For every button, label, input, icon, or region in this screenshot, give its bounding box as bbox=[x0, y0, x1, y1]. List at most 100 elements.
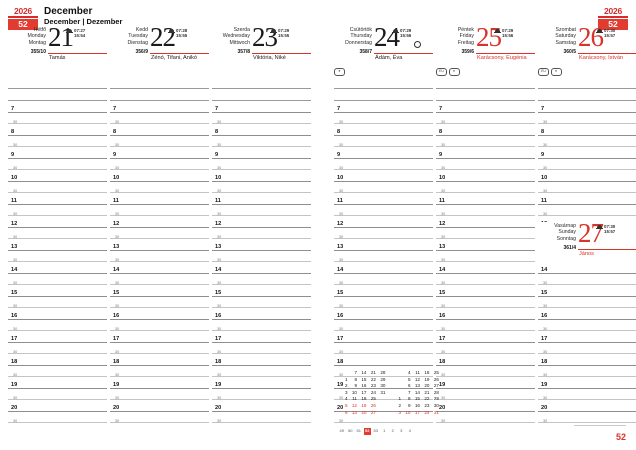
hour-row[interactable]: 10 bbox=[436, 170, 535, 182]
hour-row[interactable]: 10 bbox=[8, 170, 107, 182]
half-hour-row[interactable]: 30 bbox=[110, 343, 209, 354]
hour-row[interactable]: 15 bbox=[212, 285, 311, 297]
day-flags[interactable]: EU ● bbox=[436, 68, 461, 76]
half-hour-row[interactable]: 30 bbox=[212, 343, 311, 354]
hour-row[interactable]: 17 bbox=[436, 331, 535, 343]
half-hour-row[interactable]: 30 bbox=[110, 251, 209, 262]
hour-row[interactable]: 10 bbox=[334, 170, 433, 182]
hour-row[interactable]: 11 bbox=[538, 193, 636, 205]
mini-calendar-day[interactable]: 12 bbox=[414, 376, 420, 382]
note-line[interactable] bbox=[436, 89, 535, 101]
hour-row[interactable]: 11 bbox=[334, 193, 433, 205]
half-hour-row[interactable]: 30 bbox=[334, 297, 433, 308]
half-hour-row[interactable]: 30 bbox=[436, 182, 535, 193]
half-hour-row[interactable]: 30 bbox=[110, 205, 209, 216]
note-line[interactable] bbox=[538, 76, 636, 89]
half-hour-row[interactable]: 30 bbox=[436, 366, 535, 377]
half-hour-row[interactable]: 30 bbox=[212, 412, 311, 423]
half-hour-row[interactable]: 30 bbox=[8, 182, 107, 193]
note-line[interactable] bbox=[212, 89, 311, 101]
mini-calendar-day[interactable]: 9 bbox=[407, 402, 411, 408]
hour-row[interactable]: 14 bbox=[110, 262, 209, 274]
half-hour-row[interactable]: 30 bbox=[110, 182, 209, 193]
half-hour-row[interactable]: 30 bbox=[8, 343, 107, 354]
mini-calendar-day[interactable]: 18 bbox=[424, 370, 430, 375]
mini-calendar-day[interactable]: 22 bbox=[424, 396, 430, 402]
mini-calendar-day[interactable]: 8 bbox=[407, 396, 411, 402]
hour-row[interactable]: 18 bbox=[212, 354, 311, 366]
half-hour-row[interactable]: 30 bbox=[538, 113, 636, 124]
half-hour-row[interactable]: 30 bbox=[436, 412, 535, 423]
hour-row[interactable]: 14 bbox=[334, 262, 433, 274]
hour-row[interactable]: 10 bbox=[110, 170, 209, 182]
hour-row[interactable]: 8 bbox=[110, 124, 209, 136]
mini-calendar-day[interactable]: 24 bbox=[424, 409, 430, 415]
hour-row[interactable]: 17 bbox=[212, 331, 311, 343]
hour-row[interactable]: 17 bbox=[538, 331, 636, 343]
half-hour-row[interactable]: 30 bbox=[436, 343, 535, 354]
mini-calendar-day[interactable]: 0 bbox=[376, 403, 386, 410]
half-hour-row[interactable]: 30 bbox=[8, 366, 107, 377]
hour-row[interactable]: 17 bbox=[334, 331, 433, 343]
mini-calendar-day[interactable]: 16 bbox=[414, 402, 420, 408]
hour-row[interactable]: 13 bbox=[110, 239, 209, 251]
hour-row[interactable]: 20 bbox=[212, 400, 311, 412]
mini-calendar-day[interactable]: 15 bbox=[361, 376, 367, 382]
half-hour-row[interactable]: 30 bbox=[334, 343, 433, 354]
half-hour-row[interactable]: 30 bbox=[110, 412, 209, 423]
half-hour-row[interactable]: 30 bbox=[110, 297, 209, 308]
half-hour-row[interactable]: 30 bbox=[8, 251, 107, 262]
half-hour-row[interactable]: 30 bbox=[334, 251, 433, 262]
hour-row[interactable]: 19 bbox=[538, 377, 636, 389]
note-line[interactable] bbox=[334, 89, 433, 101]
hour-row[interactable]: 10 bbox=[538, 170, 636, 182]
half-hour-row[interactable]: 30 bbox=[212, 251, 311, 262]
hour-row[interactable]: 20 bbox=[110, 400, 209, 412]
note-line[interactable] bbox=[8, 76, 107, 89]
mini-calendar-day[interactable]: 9 bbox=[354, 383, 357, 389]
mini-calendar-day[interactable]: 28 bbox=[433, 389, 439, 395]
mini-calendar-day[interactable]: 11 bbox=[415, 370, 420, 375]
mini-calendar-day[interactable]: 19 bbox=[361, 402, 367, 408]
day-flags[interactable]: ● bbox=[334, 68, 347, 76]
mini-calendar-day[interactable]: 19 bbox=[424, 376, 430, 382]
mini-calendar-day[interactable]: 6 bbox=[407, 383, 411, 389]
mini-calendar-day[interactable]: 0 bbox=[338, 370, 348, 377]
mini-calendar-day[interactable]: 10 bbox=[405, 409, 411, 415]
half-hour-row[interactable]: 30 bbox=[334, 205, 433, 216]
mini-calendar-day[interactable]: 3 bbox=[344, 389, 348, 395]
half-hour-row[interactable]: 30 bbox=[110, 159, 209, 170]
note-line[interactable] bbox=[110, 89, 209, 101]
hour-row[interactable]: 8 bbox=[538, 124, 636, 136]
mini-calendar-day[interactable]: 0 bbox=[392, 377, 402, 384]
mini-calendar-day[interactable]: 27 bbox=[433, 383, 439, 389]
hour-row[interactable]: 9 bbox=[538, 147, 636, 159]
mini-calendar-week-number[interactable]: 3 bbox=[400, 428, 403, 434]
half-hour-row[interactable]: 30 bbox=[538, 274, 636, 285]
hour-row[interactable]: 7 bbox=[212, 101, 311, 113]
hour-row[interactable]: 8 bbox=[8, 124, 107, 136]
hour-row[interactable]: 19 bbox=[110, 377, 209, 389]
half-hour-row[interactable]: 30 bbox=[8, 228, 107, 239]
half-hour-row[interactable]: 30 bbox=[8, 136, 107, 147]
half-hour-row[interactable]: 30 bbox=[538, 136, 636, 147]
hour-row[interactable]: 13 bbox=[436, 239, 535, 251]
mini-calendar-day[interactable]: 26 bbox=[370, 402, 376, 408]
mini-calendar-day[interactable]: 29 bbox=[433, 396, 439, 402]
hour-row[interactable]: 16 bbox=[334, 308, 433, 320]
hour-row[interactable]: 16 bbox=[538, 308, 636, 320]
half-hour-row[interactable]: 30 bbox=[436, 205, 535, 216]
hour-row[interactable]: 15 bbox=[334, 285, 433, 297]
half-hour-row[interactable]: 30 bbox=[212, 182, 311, 193]
half-hour-row[interactable]: 30 bbox=[212, 366, 311, 377]
half-hour-row[interactable]: 30 bbox=[8, 320, 107, 331]
half-hour-row[interactable]: 30 bbox=[436, 274, 535, 285]
mini-calendar-week-number[interactable]: 53 bbox=[373, 428, 378, 434]
hour-row[interactable]: 16 bbox=[436, 308, 535, 320]
half-hour-row[interactable]: 30 bbox=[436, 113, 535, 124]
mini-calendar-day[interactable]: 7 bbox=[407, 389, 411, 395]
hour-row[interactable]: 7 bbox=[538, 101, 636, 113]
time-grid[interactable]: 7 30 8 30 9 30 10 30 11 30 12 30 13 30 14 30 15 30 16 30 17 3… bbox=[212, 76, 311, 423]
hour-row[interactable]: 8 bbox=[436, 124, 535, 136]
mini-calendar-day[interactable]: 30 bbox=[380, 383, 386, 389]
